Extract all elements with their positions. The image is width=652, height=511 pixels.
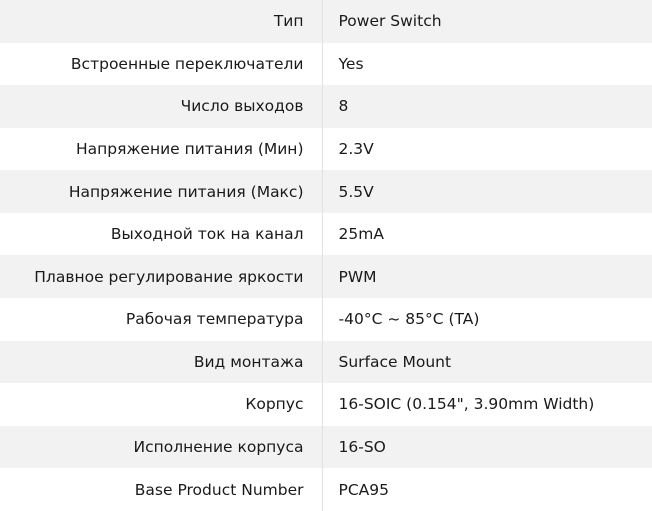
- spec-row: Выходной ток на канал 25mA: [0, 212, 652, 256]
- spec-label: Число выходов: [0, 85, 323, 128]
- spec-label: Исполнение корпуса: [0, 425, 323, 469]
- spec-label: Напряжение питания (Макс): [0, 170, 323, 213]
- spec-row: Встроенные переключатели Yes: [0, 42, 652, 86]
- spec-label: Вид монтажа: [0, 340, 323, 384]
- spec-label: Рабочая температура: [0, 298, 323, 341]
- spec-row: Напряжение питания (Мин) 2.3V: [0, 127, 652, 171]
- spec-row: Корпус 16-SOIC (0.154", 3.90mm Width): [0, 383, 652, 426]
- spec-value: Power Switch: [338, 12, 442, 31]
- spec-value: 8: [338, 97, 349, 116]
- spec-row: Плавное регулирование яркости PWM: [0, 255, 652, 299]
- spec-value: PWM: [338, 267, 377, 286]
- spec-label: Встроенные переключатели: [0, 42, 323, 86]
- spec-label: Base Product Number: [0, 468, 323, 511]
- spec-value: -40°C ~ 85°C (TA): [338, 310, 480, 329]
- spec-row: Base Product Number PCA95: [0, 468, 652, 511]
- spec-row: Вид монтажа Surface Mount: [0, 340, 652, 384]
- spec-value: 16-SOIC (0.154", 3.90mm Width): [338, 395, 595, 414]
- spec-row: Тип Power Switch: [0, 0, 652, 43]
- spec-value: Surface Mount: [338, 352, 452, 371]
- spec-row: Напряжение питания (Макс) 5.5V: [0, 170, 652, 213]
- spec-label: Выходной ток на канал: [0, 212, 323, 256]
- spec-value: 5.5V: [338, 182, 374, 201]
- spec-row: Рабочая температура -40°C ~ 85°C (TA): [0, 298, 652, 341]
- spec-label: Тип: [0, 0, 323, 43]
- spec-value: 25mA: [338, 225, 384, 244]
- spec-row: Число выходов 8: [0, 85, 652, 128]
- spec-value: 16-SO: [338, 438, 386, 457]
- spec-value: 2.3V: [338, 140, 374, 159]
- spec-row: Исполнение корпуса 16-SO: [0, 425, 652, 469]
- spec-label: Напряжение питания (Мин): [0, 127, 323, 171]
- spec-value: PCA95: [338, 480, 390, 499]
- spec-label: Корпус: [0, 383, 323, 426]
- spec-label: Плавное регулирование яркости: [0, 255, 323, 299]
- spec-value: Yes: [338, 54, 364, 73]
